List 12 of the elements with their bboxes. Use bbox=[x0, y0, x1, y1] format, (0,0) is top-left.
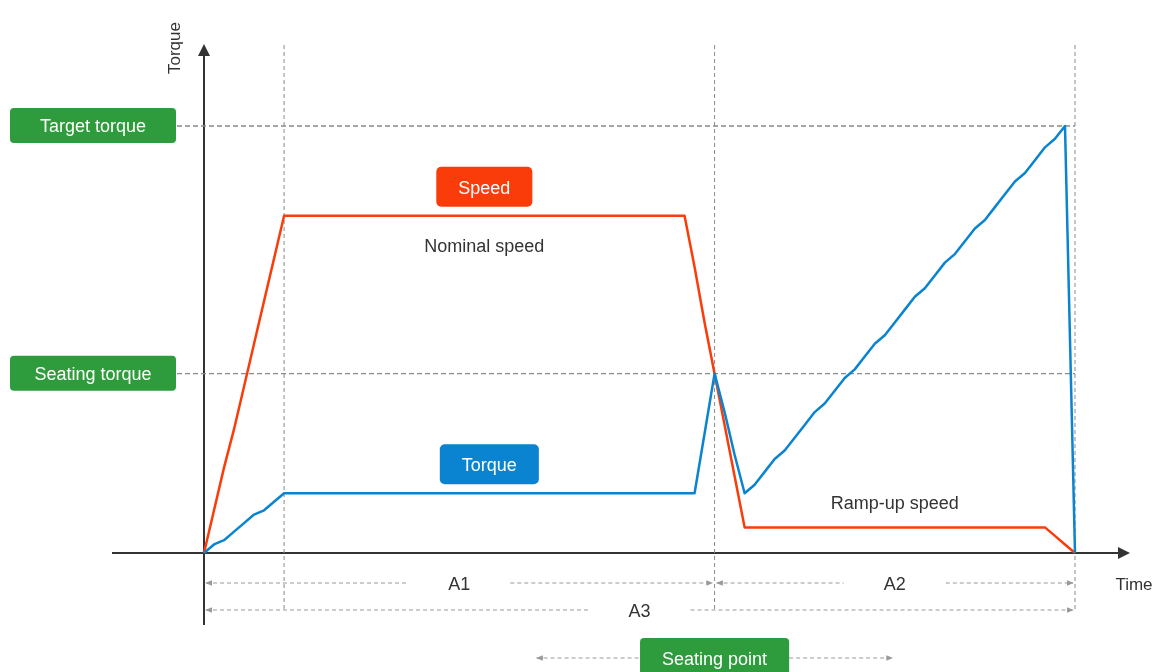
x-axis-title: Time bbox=[1115, 575, 1153, 594]
y-axis-title: Torque bbox=[165, 22, 184, 74]
annotation: Ramp-up speed bbox=[830, 493, 959, 514]
text: A2 bbox=[883, 574, 906, 594]
series-label: Speed bbox=[458, 177, 511, 198]
ref-line-label: Target torque bbox=[39, 116, 147, 136]
ref-line-label: Seating torque bbox=[34, 363, 152, 384]
text: A3 bbox=[628, 601, 651, 621]
text: A1 bbox=[448, 574, 471, 594]
series-label: Torque bbox=[461, 455, 517, 476]
text: Seating point bbox=[662, 649, 768, 669]
annotation: Nominal speed bbox=[424, 235, 545, 256]
